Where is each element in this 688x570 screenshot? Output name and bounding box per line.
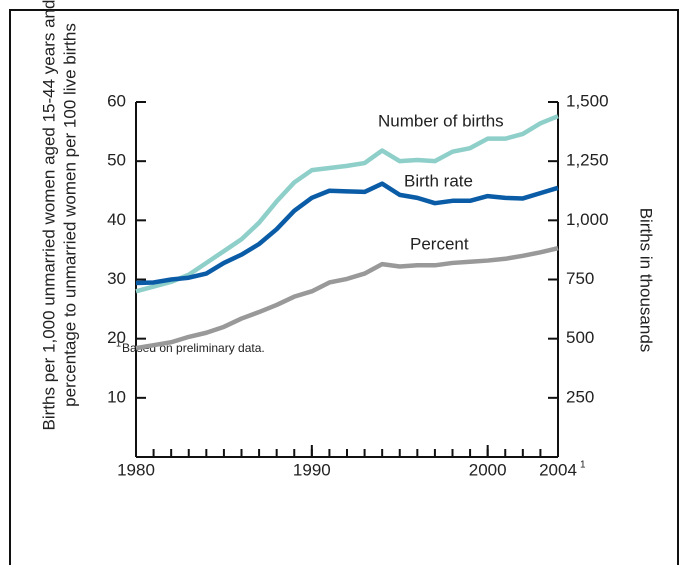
series-label: Birth rate (404, 171, 473, 190)
x-tick-label: 2004 (539, 460, 577, 479)
x-tick-label: 1990 (293, 460, 331, 479)
y2-tick-label: 1,500 (566, 91, 609, 110)
series-line (135, 114, 559, 294)
y-tick-label: 20 (107, 328, 126, 347)
series-line (135, 181, 559, 286)
x-tick-label: 2000 (469, 460, 507, 479)
y2-label: Births in thousands (637, 208, 656, 353)
y2-tick-label: 1,000 (566, 210, 609, 229)
y-tick-label: 60 (107, 91, 126, 110)
y2-tick-label: 500 (566, 328, 594, 347)
series-line (135, 245, 559, 351)
y-tick-label: 50 (107, 151, 126, 170)
series-label: Number of births (378, 111, 504, 130)
y2-tick-label: 750 (566, 269, 594, 288)
y-tick-label: 40 (107, 210, 126, 229)
y-tick-label: 10 (107, 387, 126, 406)
x-tick-label: 1980 (117, 460, 155, 479)
series-label: Percent (410, 234, 469, 253)
x-tick-footnote: 1 (580, 460, 586, 471)
y-tick-label: 30 (107, 269, 126, 288)
footnote-marker: 1 (116, 338, 121, 348)
y-label: Births per 1,000 unmarried women aged 15… (39, 0, 58, 430)
y2-tick-label: 250 (566, 387, 594, 406)
y2-tick-label: 1,250 (566, 151, 609, 170)
y-label: percentage to unmarried women per 100 li… (60, 23, 79, 407)
frame (9, 9, 679, 565)
